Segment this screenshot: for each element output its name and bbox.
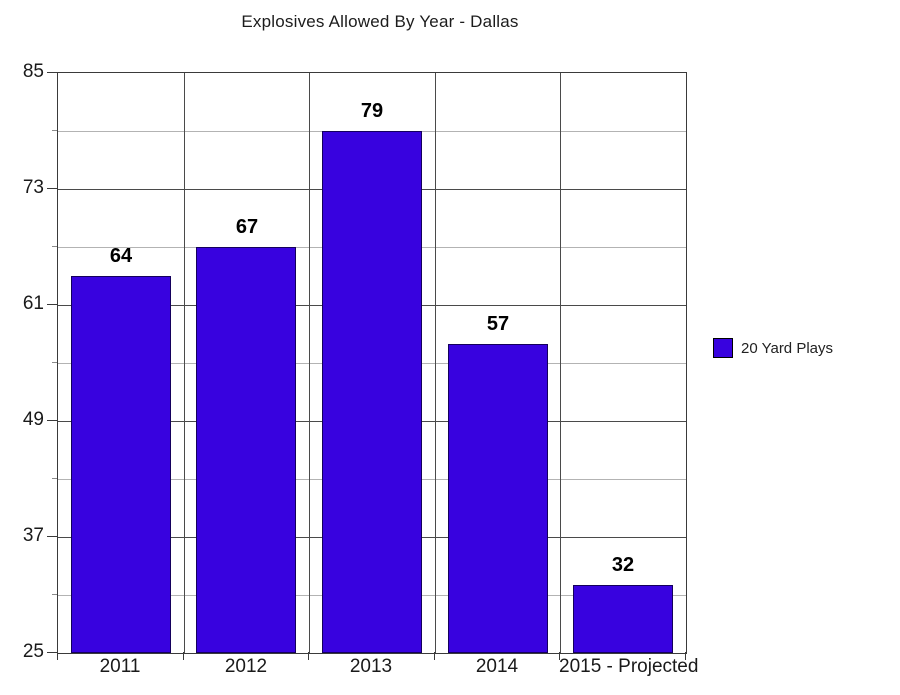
plot-area: 64 67 79 57 32: [57, 72, 687, 654]
bar-value-label: 79: [360, 100, 384, 122]
y-axis-minor-tick: [52, 478, 57, 479]
chart-title: Explosives Allowed By Year - Dallas: [241, 12, 519, 31]
x-axis-tick: [434, 652, 435, 660]
y-axis-tick: [47, 652, 57, 653]
x-axis-label: 2013: [349, 656, 393, 677]
bar: [196, 247, 296, 653]
x-axis-label: 2014: [475, 656, 519, 677]
x-axis-tick: [559, 652, 560, 660]
y-axis-minor-tick: [52, 362, 57, 363]
y-axis-label: 61: [22, 293, 44, 314]
y-axis-label: 49: [22, 409, 44, 430]
x-axis-tick: [57, 652, 58, 660]
x-axis-tick: [308, 652, 309, 660]
category-gridline: [184, 73, 185, 653]
bar: [448, 344, 548, 653]
bar-value-label: 32: [611, 554, 635, 576]
x-axis-label: 2012: [224, 656, 268, 677]
y-axis-label: 25: [22, 641, 44, 662]
legend: 20 Yard Plays: [713, 338, 833, 358]
x-axis-label: 2011: [99, 656, 141, 677]
bar-value-label: 64: [109, 245, 133, 267]
y-axis-label: 73: [22, 177, 44, 198]
y-axis-tick: [47, 72, 57, 73]
y-axis-tick: [47, 420, 57, 421]
bar-value-label: 57: [486, 313, 510, 335]
bar-value-label: 67: [235, 216, 259, 238]
y-axis-tick: [47, 536, 57, 537]
y-axis-minor-tick: [52, 594, 57, 595]
category-gridline: [309, 73, 310, 653]
y-axis-label: 85: [22, 61, 44, 82]
category-gridline: [560, 73, 561, 653]
legend-label: 20 Yard Plays: [741, 339, 833, 357]
y-axis-label: 37: [22, 525, 44, 546]
y-axis-minor-tick: [52, 130, 57, 131]
y-axis-tick: [47, 304, 57, 305]
x-axis-label: 2015 - Projected: [559, 656, 699, 677]
bar: [573, 585, 673, 653]
y-axis-tick: [47, 188, 57, 189]
legend-swatch-icon: [713, 338, 733, 358]
y-axis-minor-tick: [52, 246, 57, 247]
category-gridline: [435, 73, 436, 653]
x-axis-tick: [183, 652, 184, 660]
bar: [71, 276, 171, 653]
bar: [322, 131, 422, 653]
x-axis-tick: [685, 652, 686, 660]
